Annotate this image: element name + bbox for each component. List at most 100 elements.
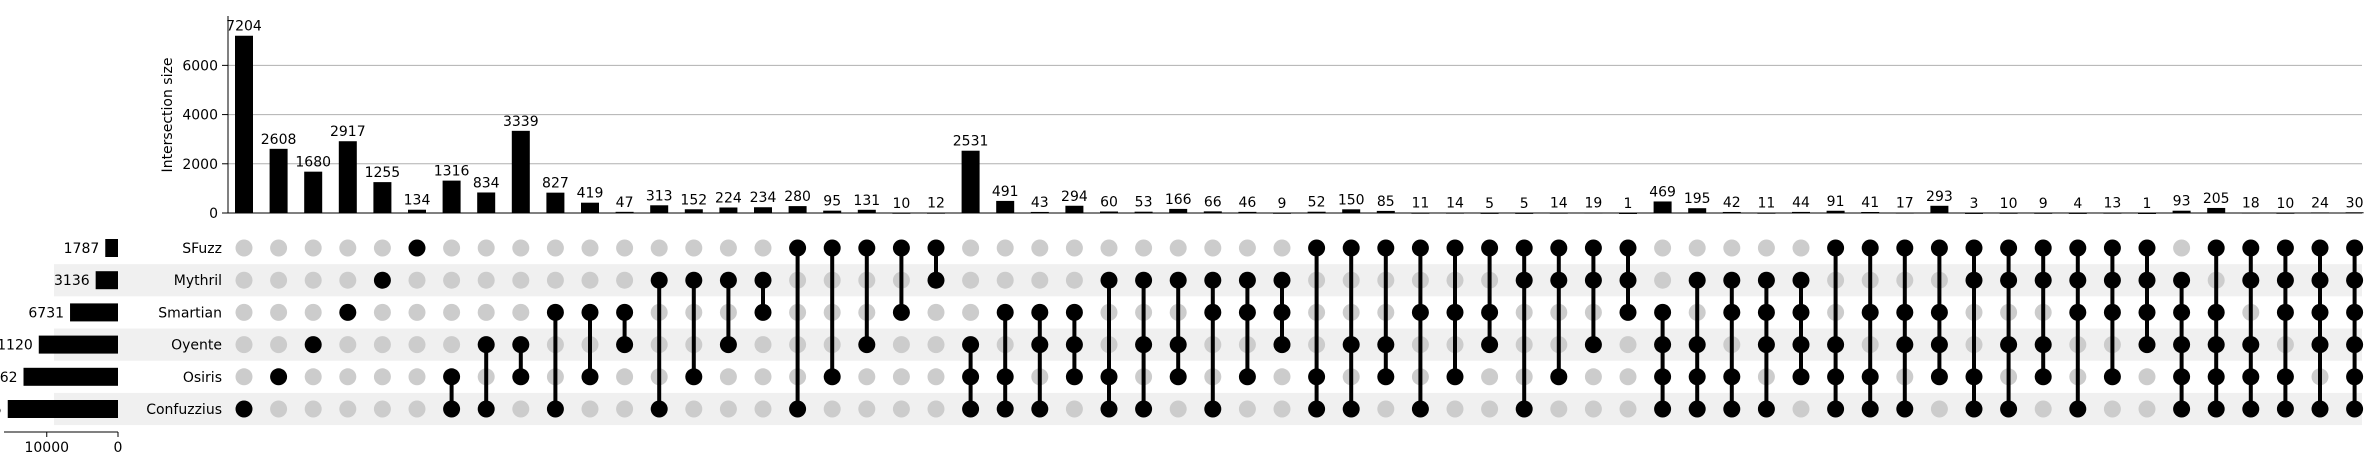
- bar: [1999, 212, 2018, 214]
- bar: [823, 210, 842, 213]
- bar-value-label: 2917: [330, 124, 366, 140]
- dot-inactive: [719, 368, 737, 386]
- dot-active: [1446, 368, 1464, 386]
- dot-active: [339, 303, 357, 321]
- dot-active: [1515, 271, 1533, 289]
- dot-inactive: [685, 239, 703, 257]
- dot-active: [2000, 239, 2018, 257]
- dot-inactive: [719, 239, 737, 257]
- bar: [1238, 211, 1257, 213]
- dot-active: [996, 400, 1014, 418]
- dot-inactive: [1273, 368, 1291, 386]
- dot-inactive: [373, 336, 391, 354]
- dot-active: [1723, 271, 1741, 289]
- dot-inactive: [339, 368, 357, 386]
- bar-value-label: 30: [2346, 195, 2364, 211]
- dot-inactive: [304, 271, 322, 289]
- dot-inactive: [1792, 239, 1810, 257]
- dot-active: [1135, 336, 1153, 354]
- dot-active: [2346, 368, 2364, 386]
- dot-active: [996, 368, 1014, 386]
- set-size-label-sfuzz: 1787: [64, 241, 100, 257]
- dot-active: [1135, 271, 1153, 289]
- bar-value-label: 12: [927, 196, 945, 212]
- dot-active: [546, 303, 564, 321]
- set-name-osiris: Osiris: [183, 370, 222, 386]
- dot-active: [2242, 400, 2260, 418]
- dot-active: [1065, 336, 1083, 354]
- dot-active: [962, 368, 980, 386]
- dot-inactive: [1065, 400, 1083, 418]
- dot-inactive: [927, 400, 945, 418]
- bar: [373, 182, 392, 213]
- bar: [961, 150, 980, 213]
- set-name-oyente: Oyente: [171, 338, 222, 354]
- set-size-bar-confuzzius: [7, 400, 119, 418]
- dot-inactive: [2138, 368, 2156, 386]
- dot-active: [962, 336, 980, 354]
- dot-active: [373, 271, 391, 289]
- bar-value-label: 834: [473, 175, 500, 191]
- dot-inactive: [235, 271, 253, 289]
- dot-active: [1377, 368, 1395, 386]
- bar-value-label: 44: [1792, 195, 1810, 211]
- bar: [2241, 212, 2260, 214]
- dot-active: [2103, 271, 2121, 289]
- dot-active: [2207, 368, 2225, 386]
- dot-inactive: [1619, 336, 1637, 354]
- dot-active: [1965, 368, 1983, 386]
- dot-inactive: [2138, 400, 2156, 418]
- dot-active: [1896, 303, 1914, 321]
- set-name-sfuzz: SFuzz: [182, 241, 222, 257]
- bar: [1619, 212, 1637, 214]
- bar-value-label: 3339: [503, 114, 539, 130]
- bar: [1203, 211, 1222, 213]
- bar-value-label: 53: [1135, 195, 1153, 211]
- dot-active: [2173, 368, 2191, 386]
- dot-active: [927, 271, 945, 289]
- dot-inactive: [616, 368, 634, 386]
- dot-active: [2276, 368, 2294, 386]
- dot-active: [1308, 239, 1326, 257]
- dot-active: [2034, 239, 2052, 257]
- dot-active: [408, 239, 426, 257]
- dot-active: [1896, 336, 1914, 354]
- dot-active: [1169, 336, 1187, 354]
- dot-active: [477, 336, 495, 354]
- bar-value-label: 46: [1238, 195, 1256, 211]
- dot-active: [1065, 303, 1083, 321]
- dot-inactive: [304, 368, 322, 386]
- bar-value-label: 60: [1100, 195, 1118, 211]
- dot-inactive: [373, 368, 391, 386]
- bar-value-label: 85: [1377, 194, 1395, 210]
- dot-active: [1792, 271, 1810, 289]
- bar-value-label: 2531: [953, 134, 989, 150]
- bar: [754, 207, 772, 213]
- set-size-tick-label: 10000: [24, 440, 69, 456]
- dot-inactive: [1273, 400, 1291, 418]
- dot-inactive: [235, 303, 253, 321]
- bar: [2068, 212, 2087, 214]
- dot-inactive: [1584, 368, 1602, 386]
- dot-inactive: [1446, 400, 1464, 418]
- dot-active: [2069, 239, 2087, 257]
- dot-active: [546, 400, 564, 418]
- dot-inactive: [892, 368, 910, 386]
- dot-active: [2138, 271, 2156, 289]
- dot-active: [1342, 239, 1360, 257]
- bar-value-label: 11: [1757, 196, 1775, 212]
- dot-inactive: [1100, 239, 1118, 257]
- dot-active: [616, 303, 634, 321]
- bar: [892, 212, 911, 214]
- bar: [338, 141, 357, 213]
- dot-inactive: [1619, 368, 1637, 386]
- dot-active: [1930, 239, 1948, 257]
- dot-active: [1204, 271, 1222, 289]
- dot-active: [2173, 303, 2191, 321]
- dot-active: [1619, 303, 1637, 321]
- dot-active: [1688, 368, 1706, 386]
- dot-inactive: [962, 239, 980, 257]
- dot-active: [1861, 303, 1879, 321]
